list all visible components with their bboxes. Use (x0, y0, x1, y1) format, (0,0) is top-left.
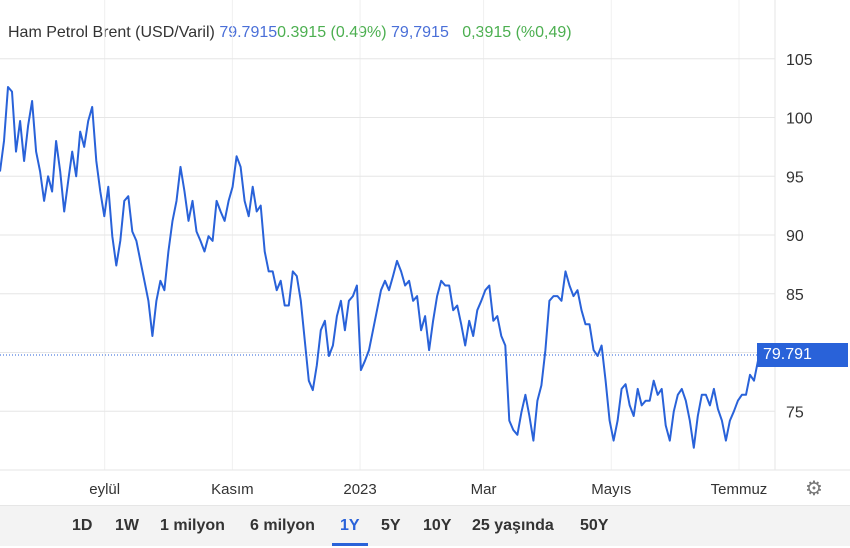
range-50y[interactable]: 50Y (580, 517, 609, 534)
x-tick-label: Mar (471, 481, 497, 498)
instrument-name: Ham Petrol Brent (USD/Varil) (8, 24, 215, 41)
current-price-badge: 79.791 (757, 343, 848, 367)
x-tick-label: 2023 (343, 481, 376, 498)
price-series-line (0, 86, 763, 449)
y-tick-label: 105 (786, 52, 813, 69)
range-25-yaşında[interactable]: 25 yaşında (472, 517, 554, 534)
x-tick-label: Temmuz (711, 481, 768, 498)
price: 79.7915 (219, 24, 278, 41)
range-6-milyon[interactable]: 6 milyon (250, 517, 315, 534)
gear-icon[interactable]: ⚙ (805, 478, 823, 500)
range-1w[interactable]: 1W (115, 517, 139, 534)
x-tick-label: eylül (89, 481, 120, 498)
y-tick-label: 90 (786, 228, 804, 245)
x-tick-label: Kasım (211, 481, 254, 498)
range-10y[interactable]: 10Y (423, 517, 452, 534)
change-local: 0,3915 (%0,49) (462, 24, 572, 41)
change: 0.3915 (0.49%) (277, 24, 387, 41)
range-1d[interactable]: 1D (72, 517, 93, 534)
range-5y[interactable]: 5Y (381, 517, 401, 534)
chart-title: Ham Petrol Brent (USD/Varil) 79.79150.39… (8, 24, 572, 42)
range-1-milyon[interactable]: 1 milyon (160, 517, 225, 534)
y-tick-label: 95 (786, 169, 804, 186)
y-tick-label: 75 (786, 404, 804, 421)
y-tick-label: 100 (786, 111, 813, 128)
range-selector: 1D 1W 1 milyon 6 milyon 1Y 5Y 10Y 25 yaşında 50Y (0, 505, 850, 546)
price-local: 79,7915 (391, 24, 449, 41)
range-1y[interactable]: 1Y (332, 517, 367, 546)
x-tick-label: Mayıs (591, 481, 631, 498)
y-tick-label: 85 (786, 287, 804, 304)
price-chart[interactable]: eylül Kasım 2023 Mar Mayıs Temmuz 75 85 90 95 100 1… (0, 0, 850, 505)
